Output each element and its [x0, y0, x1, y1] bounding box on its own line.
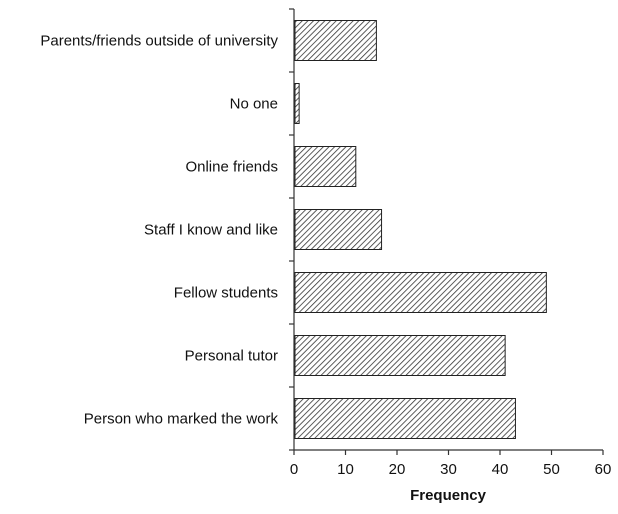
bar-6 [294, 335, 506, 376]
x-axis: 0 10 20 30 40 50 60 [290, 449, 612, 478]
x-tick-label-0: 0 [290, 461, 298, 478]
bar-1 [294, 20, 377, 61]
category-label-4: Staff I know and like [144, 222, 278, 239]
bar-5 [294, 272, 547, 313]
category-label-7: Person who marked the work [84, 411, 279, 428]
category-label-6: Personal tutor [185, 348, 278, 365]
category-label-5: Fellow students [174, 285, 278, 302]
x-tick-label-60: 60 [595, 461, 612, 478]
y-axis: Parents/friends outside of university No … [40, 8, 295, 451]
category-label-3: Online friends [185, 159, 278, 176]
x-axis-title: Frequency [410, 487, 487, 504]
bar-7 [294, 398, 516, 439]
bar-3 [294, 146, 357, 187]
x-tick-label-20: 20 [389, 461, 406, 478]
x-tick-label-10: 10 [337, 461, 354, 478]
category-label-1: Parents/friends outside of university [40, 33, 278, 50]
x-tick-label-50: 50 [543, 461, 560, 478]
x-tick-label-40: 40 [492, 461, 509, 478]
bars-layer [294, 20, 547, 439]
x-tick-label-30: 30 [440, 461, 457, 478]
bar-4 [294, 209, 383, 250]
category-label-2: No one [230, 96, 278, 113]
bar-2 [294, 83, 300, 124]
